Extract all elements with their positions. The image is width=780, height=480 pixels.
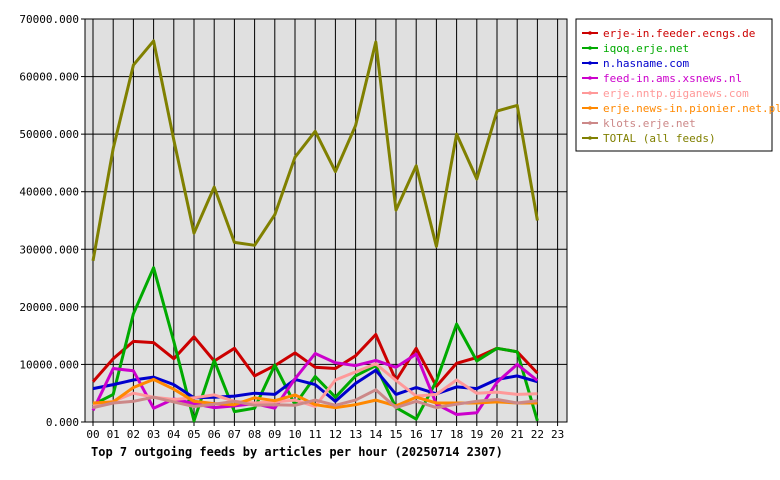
plot-background	[84, 18, 568, 423]
legend-marker	[588, 31, 592, 35]
series-line	[92, 368, 538, 403]
legend-marker	[588, 121, 592, 125]
legend-label: erje.news-in.pionier.net.pl	[603, 102, 780, 115]
x-tick-label: 19	[470, 428, 483, 441]
series-lines	[91, 39, 539, 423]
legend-marker	[588, 76, 592, 80]
x-tick-label: 10	[288, 428, 301, 441]
legend-label: feed-in.ams.xsnews.nl	[603, 72, 742, 85]
y-tick-label: 10000.000	[19, 358, 79, 371]
legend-marker	[588, 61, 592, 65]
y-tick-label: 40000.000	[19, 186, 79, 199]
y-axis-ticks: 0.000 10000.000 20000.000 30000.000 40000.00…	[19, 13, 85, 429]
x-tick-label: 00	[86, 428, 99, 441]
legend: erje-in.feeder.ecngs.de iqoq.erje.net n.ha…	[575, 18, 780, 152]
y-tick-label: 20000.000	[19, 301, 79, 314]
x-tick-label: 08	[248, 428, 261, 441]
x-tick-label: 13	[349, 428, 362, 441]
legend-label: TOTAL (all feeds)	[603, 132, 716, 145]
x-tick-label: 06	[208, 428, 221, 441]
x-tick-label: 23	[551, 428, 564, 441]
legend-marker	[588, 136, 592, 140]
x-tick-label: 14	[369, 428, 383, 441]
legend-marker	[588, 46, 592, 50]
x-tick-label: 18	[450, 428, 463, 441]
legend-label: n.hasname.com	[603, 57, 689, 70]
x-tick-label: 22	[531, 428, 544, 441]
x-tick-label: 21	[511, 428, 524, 441]
y-tick-label: 30000.000	[19, 243, 79, 256]
y-tick-label: 70000.000	[19, 13, 79, 26]
legend-label: erje-in.feeder.ecngs.de	[603, 27, 755, 40]
x-tick-label: 09	[268, 428, 281, 441]
x-tick-label: 07	[228, 428, 241, 441]
series-line	[91, 39, 539, 262]
x-tick-label: 04	[167, 428, 181, 441]
x-tick-label: 03	[147, 428, 160, 441]
series-line	[91, 333, 539, 388]
x-tick-label: 05	[187, 428, 200, 441]
x-axis-ticks: 00 01 02 03 04 05 06 07 08 09 10 11 12 13 14 15 16 17 18 19…	[86, 422, 564, 441]
legend-box	[575, 18, 773, 152]
x-tick-label: 20	[490, 428, 503, 441]
legend-label: erje.nntp.giganews.com	[603, 87, 749, 100]
y-tick-label: 0.000	[46, 416, 79, 429]
y-tick-label: 60000.000	[19, 71, 79, 84]
x-tick-label: 02	[127, 428, 140, 441]
legend-marker	[588, 91, 592, 95]
series-line	[92, 362, 538, 408]
x-tick-label: 17	[430, 428, 443, 441]
series-line	[92, 266, 539, 423]
x-tick-label: 12	[329, 428, 342, 441]
chart-title: Top 7 outgoing feeds by articles per hou…	[91, 445, 503, 459]
series-line	[92, 388, 538, 410]
legend-marker	[588, 106, 592, 110]
x-tick-label: 15	[389, 428, 402, 441]
legend-label: iqoq.erje.net	[603, 42, 689, 55]
x-tick-label: 11	[309, 428, 322, 441]
y-tick-label: 50000.000	[19, 128, 79, 141]
x-tick-label: 16	[410, 428, 423, 441]
x-tick-label: 01	[107, 428, 120, 441]
series-line	[91, 352, 539, 416]
legend-label: klots.erje.net	[603, 117, 696, 130]
